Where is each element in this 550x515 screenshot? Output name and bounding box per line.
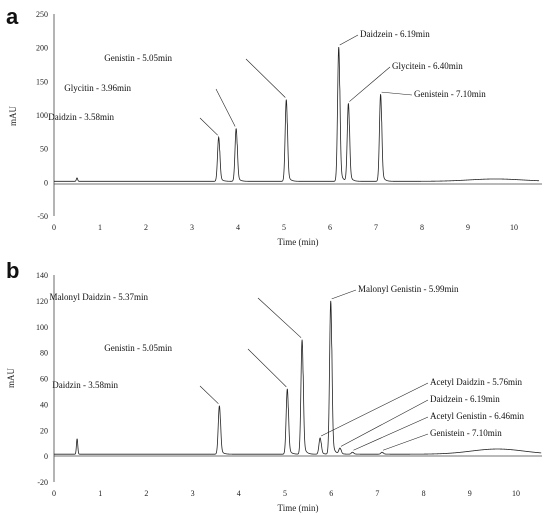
panel-a-x-tick-label: 4 [236, 223, 240, 232]
panel-a-x-tick-label: 3 [190, 223, 194, 232]
panel-a-peak-leader-line [381, 91, 413, 96]
panel-b-peak-leader-line [199, 385, 219, 404]
panel-a-y-tick-label: 100 [36, 111, 48, 120]
panel-a-x-tick-label: 1 [98, 223, 102, 232]
panel-a-y-tick-label: 0 [44, 178, 48, 187]
panel-b-peak-label: Genistein - 7.10min [430, 428, 502, 438]
panel-a-y-tick-label: -50 [37, 212, 48, 221]
panel-a-peak-label: Genistin - 5.05min [104, 53, 172, 63]
panel-b-x-tick-label: 7 [375, 489, 379, 498]
panel-a-peak-label: Daidzein - 6.19min [360, 29, 430, 39]
panel-b-letter: b [6, 258, 19, 283]
panel-b-y-tick-label: 20 [40, 426, 48, 435]
panel-a-peak-label: Daidzin - 3.58min [48, 112, 114, 122]
panel-b-peak-label: Malonyl Genistin - 5.99min [358, 284, 459, 294]
panel-b-y-tick-label: 40 [40, 400, 48, 409]
panel-a-letter: a [6, 4, 19, 29]
panel-a-peak-label: Genistein - 7.10min [414, 89, 486, 99]
panel-a-y-tick-label: 150 [36, 77, 48, 86]
panel-a-peak-leader-line [349, 66, 391, 102]
panel-a-x-tick-label: 9 [466, 223, 470, 232]
panel-b-peak-label: Acetyl Genistin - 6.46min [430, 411, 524, 421]
panel-a-x-tick-label: 8 [420, 223, 424, 232]
panel-b-peak-leader-line [340, 399, 429, 447]
panel-a-peak-leader-line [215, 88, 236, 127]
panel-b-y-label: mAU [6, 368, 16, 389]
panel-a-x-tick-label: 6 [328, 223, 332, 232]
panel-a-x-tick-label: 5 [282, 223, 286, 232]
panel-a-trace [54, 46, 540, 182]
panel-b-peak-label: Genistin - 5.05min [104, 343, 172, 353]
panel-b-x-tick-label: 1 [98, 489, 102, 498]
panel-b-peak-leader-line [382, 433, 429, 451]
panel-b-peak-leader-line [353, 416, 429, 451]
panel-b-x-tick-label: 8 [422, 489, 426, 498]
panel-b-y-tick-label: 120 [36, 297, 48, 306]
panel-a-peak-leader-line [245, 58, 286, 98]
panel-b-peak-label: Daidzin - 3.58min [52, 380, 118, 390]
panel-b-x-tick-label: 0 [52, 489, 56, 498]
panel-a-y-tick-label: 250 [36, 10, 48, 19]
panel-a-y-label: mAU [8, 106, 18, 127]
panel-b-y-tick-label: 100 [36, 323, 48, 332]
panel-b-peak-leader-line [257, 297, 302, 338]
panel-b-y-tick-label: 140 [36, 271, 48, 280]
panel-b-y-tick-label: -20 [37, 478, 48, 487]
panel-a-x-tick-label: 7 [374, 223, 378, 232]
panel-b-x-tick-label: 5 [283, 489, 287, 498]
panel-b-x-tick-label: 9 [468, 489, 472, 498]
panel-b-y-tick-label: 0 [44, 452, 48, 461]
panel-a-peak-label: Glycitein - 6.40min [392, 61, 463, 71]
panel-a-x-tick-label: 10 [510, 223, 518, 232]
panel-b-x-tick-label: 6 [329, 489, 333, 498]
panel-b: b -20 0 20 40 60 80 100 120 140 0 1 2 3 4 5 6 7 8 9 10 mAU… [6, 258, 542, 513]
panel-b-peak-leader-line [331, 289, 357, 300]
panel-b-peak-label: Daidzein - 6.19min [430, 394, 500, 404]
panel-a-y-tick-label: 50 [40, 145, 48, 154]
panel-b-trace [54, 300, 542, 455]
panel-a-y-tick-label: 200 [36, 44, 48, 53]
panel-b-peak-leader-line [247, 348, 287, 388]
panel-b-y-tick-label: 80 [40, 349, 48, 358]
panel-b-x-tick-label: 3 [191, 489, 195, 498]
panel-a-peak-leader-line [199, 117, 218, 136]
panel-a-peak-label: Glycitin - 3.96min [64, 83, 131, 93]
panel-b-y-tick-label: 60 [40, 375, 48, 384]
panel-b-x-label: Time (min) [278, 503, 319, 513]
panel-b-x-tick-label: 4 [237, 489, 241, 498]
panel-a-peak-leader-line [339, 34, 359, 46]
panel-b-peak-label: Acetyl Daidzin - 5.76min [430, 377, 522, 387]
panel-a: a -50 0 50 100 150 200 250 0 1 2 3 4 5 6 7 8 9 10 mAU Ti… [6, 4, 542, 247]
panel-b-peak-leader-line [320, 382, 429, 437]
panel-b-peak-label: Malonyl Daidzin - 5.37min [50, 292, 149, 302]
panel-a-x-tick-label: 2 [144, 223, 148, 232]
panel-b-x-tick-label: 10 [512, 489, 520, 498]
panel-a-x-label: Time (min) [278, 237, 319, 247]
panel-b-x-tick-label: 2 [144, 489, 148, 498]
panel-a-x-tick-label: 0 [52, 223, 56, 232]
